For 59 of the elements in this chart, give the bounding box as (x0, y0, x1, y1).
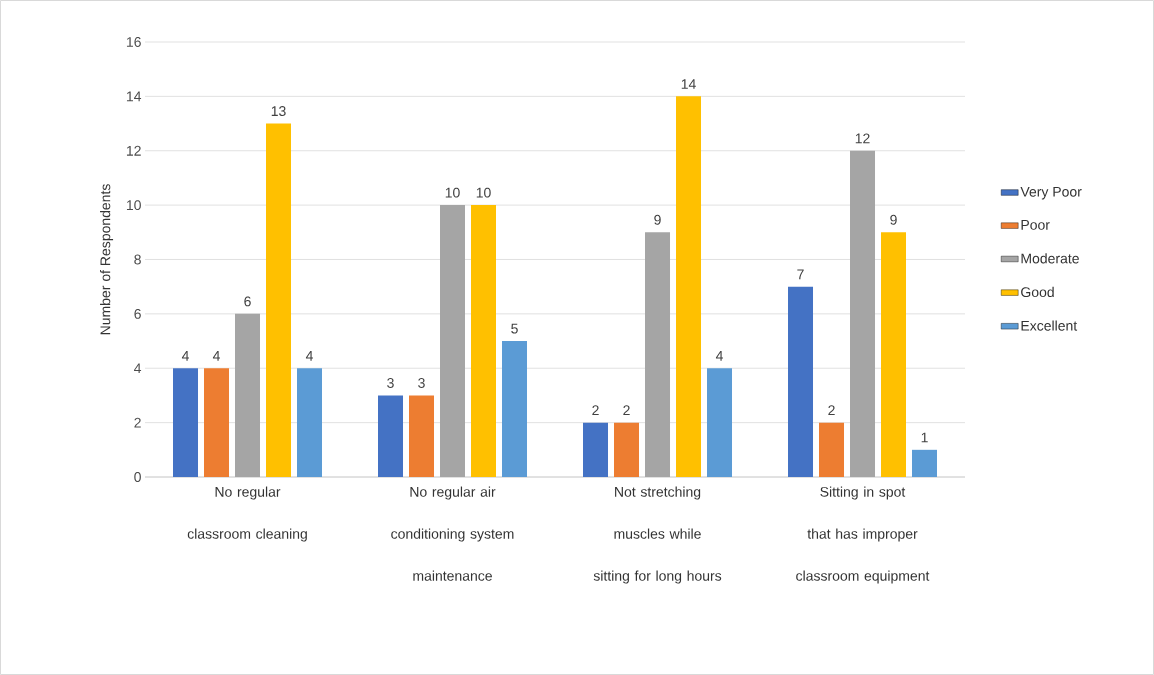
data-label: 2 (828, 405, 835, 416)
bar (881, 232, 907, 477)
legend-label: Excellent (1021, 320, 1078, 331)
bar (409, 395, 434, 477)
y-tick-label: 14 (126, 91, 142, 102)
category-label: No regular classroom cleaning (187, 486, 307, 542)
bar (173, 368, 198, 477)
bar (378, 395, 403, 477)
bar (645, 232, 671, 477)
category-label: Not stretching muscles while sitting for long hours (593, 486, 722, 584)
bar (204, 368, 229, 477)
data-label: 9 (654, 214, 661, 225)
y-tick-label: 6 (134, 308, 141, 319)
bar (502, 341, 527, 477)
data-label: 1 (921, 432, 928, 443)
data-label: 6 (244, 296, 251, 307)
bar (583, 422, 608, 477)
legend-label: Poor (1021, 220, 1050, 230)
legend-label: Very Poor (1020, 186, 1082, 200)
y-tick-label: 16 (126, 37, 141, 47)
bar (440, 205, 465, 477)
y-tick-label: 12 (126, 145, 141, 156)
data-label: 9 (890, 214, 897, 225)
bar (850, 150, 876, 477)
bar (297, 368, 322, 477)
data-label: 4 (305, 351, 313, 361)
data-label: 13 (271, 106, 286, 117)
y-tick-label: 8 (134, 254, 141, 265)
category-label: Sitting in spot that has improper classroom equipment (796, 486, 930, 584)
bar (912, 449, 938, 477)
y-tick-label: 10 (126, 200, 141, 211)
y-tick-label: 0 (134, 472, 141, 482)
y-tick-label: 4 (134, 363, 142, 374)
y-tick-label: 2 (134, 417, 141, 428)
bar (266, 123, 291, 477)
data-label: 14 (681, 79, 696, 89)
legend-label: Moderate (1021, 253, 1079, 264)
bar (614, 422, 640, 477)
data-label: 5 (511, 323, 518, 334)
data-label: 12 (855, 133, 870, 144)
bar (788, 286, 814, 477)
bar (471, 205, 496, 477)
data-label: 4 (181, 351, 189, 361)
data-label: 4 (715, 351, 723, 361)
data-label: 7 (797, 269, 804, 280)
bar (707, 368, 733, 477)
data-label: 2 (592, 405, 599, 416)
data-label: 10 (476, 187, 491, 198)
data-label: 3 (387, 378, 394, 388)
legend-label: Good (1021, 286, 1054, 298)
data-label: 4 (212, 351, 220, 361)
category-label: No regular air conditioning system maintenance (391, 486, 514, 581)
data-label: 10 (445, 187, 460, 198)
bar (676, 96, 702, 477)
data-label: 2 (623, 405, 630, 416)
data-label: 3 (418, 378, 425, 388)
bar (235, 313, 260, 477)
bar (819, 422, 845, 477)
y-axis-title: Number of Respondents (100, 184, 114, 335)
